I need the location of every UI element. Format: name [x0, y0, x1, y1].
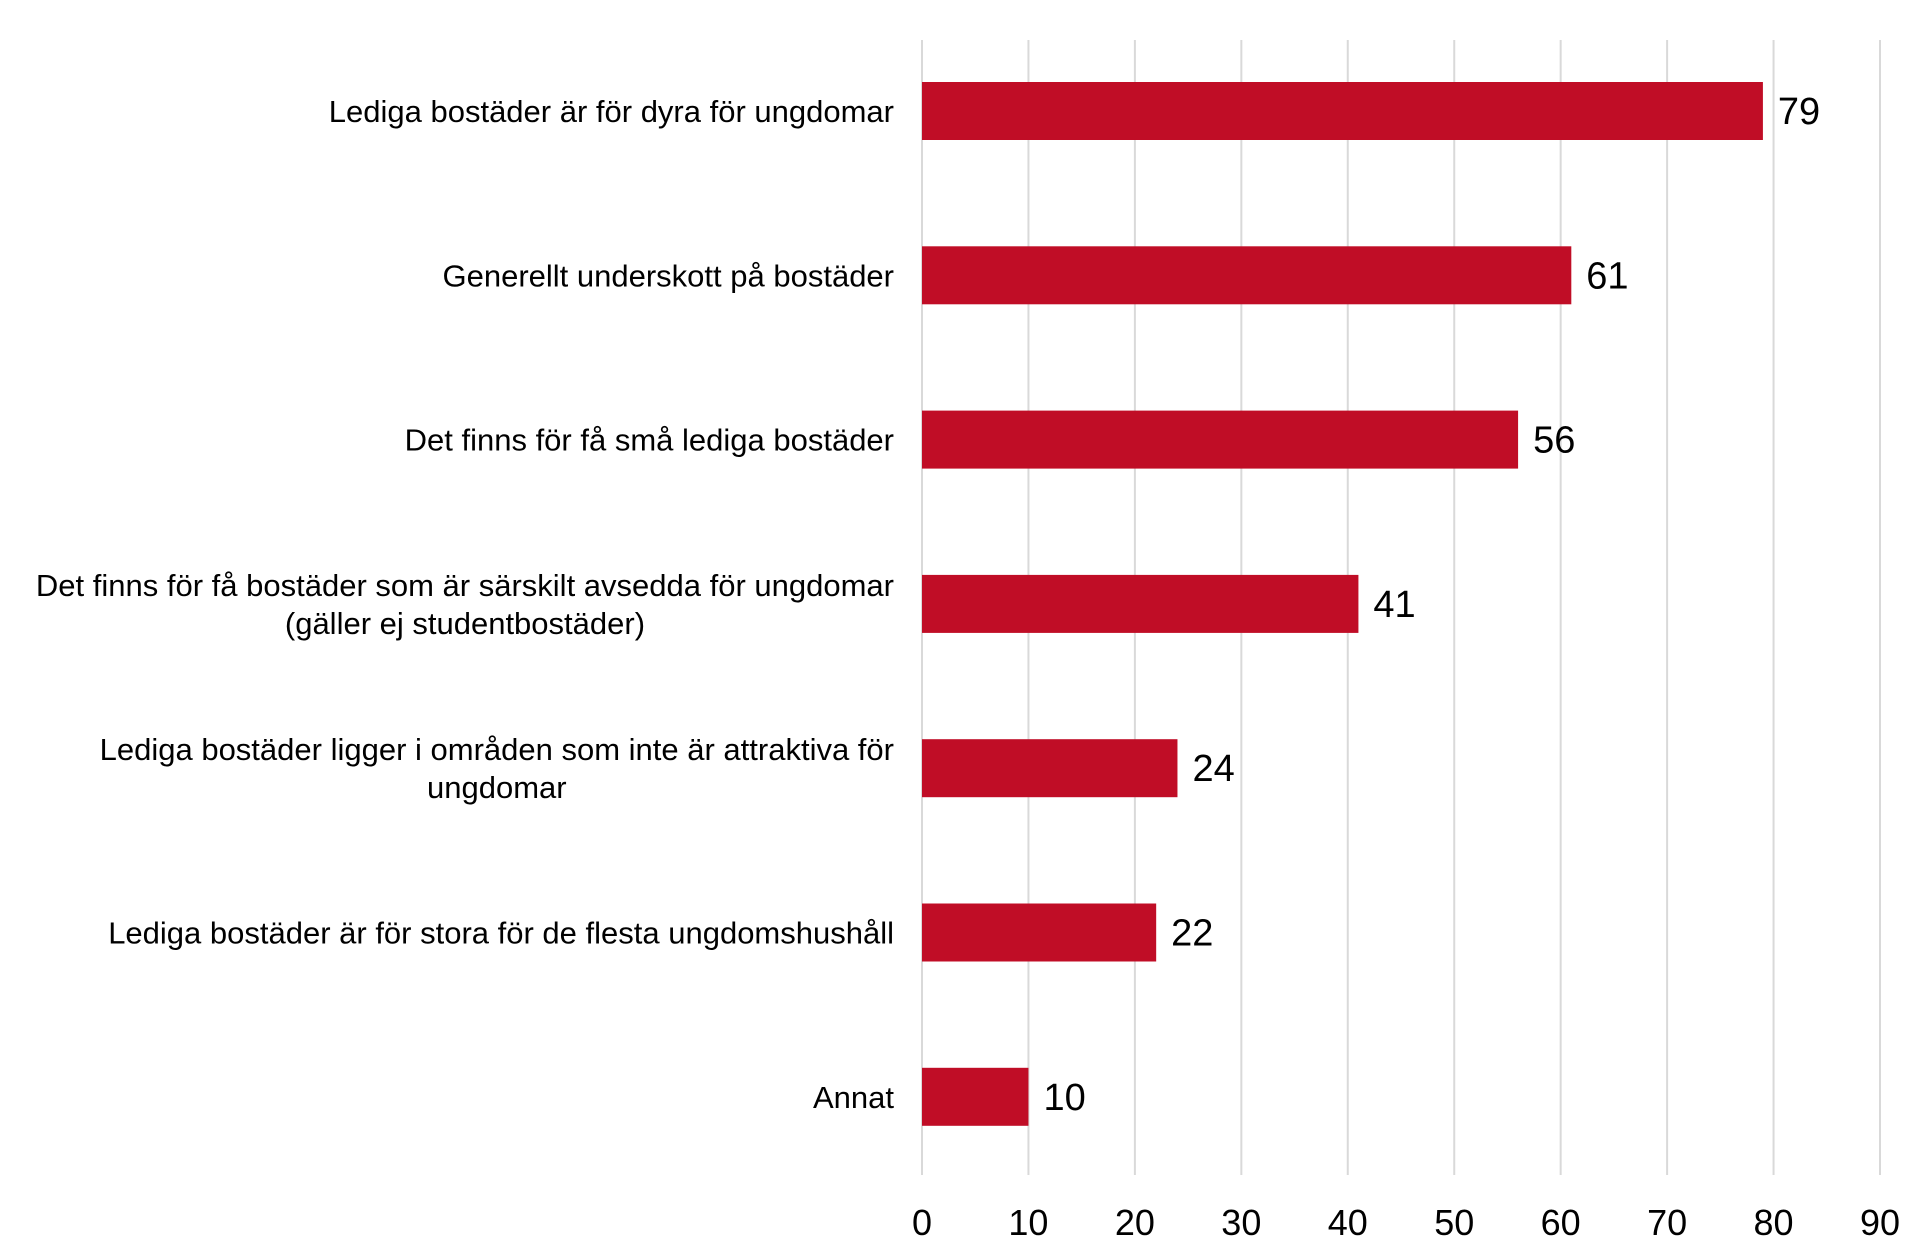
- value-label: 56: [1533, 420, 1575, 462]
- category-label: Det finns för få små lediga bostäder: [405, 423, 894, 458]
- bars: [922, 82, 1763, 1126]
- x-tick-label: 10: [1008, 1202, 1048, 1243]
- value-label: 10: [1043, 1077, 1085, 1119]
- bar: [922, 410, 1519, 469]
- value-label: 79: [1778, 91, 1820, 133]
- x-tick-labels: 0 10 20 30 40 50 60 70 80 90: [912, 1202, 1900, 1243]
- x-tick-label: 20: [1115, 1202, 1155, 1243]
- value-label: 61: [1586, 255, 1628, 297]
- category-label: Annat: [813, 1080, 894, 1115]
- bar: [922, 574, 1359, 633]
- x-tick-label: 90: [1860, 1202, 1900, 1243]
- bar: [922, 82, 1763, 140]
- value-label: 24: [1192, 748, 1234, 790]
- x-tick-label: 30: [1221, 1202, 1261, 1243]
- x-tick-label: 60: [1541, 1202, 1581, 1243]
- x-tick-label: 50: [1434, 1202, 1474, 1243]
- value-label: 22: [1171, 913, 1213, 955]
- category-labels: Lediga bostäder är för dyra för ungdomar…: [36, 94, 894, 1115]
- category-label: ungdomar: [427, 770, 567, 805]
- x-tick-label: 80: [1754, 1202, 1794, 1243]
- category-label: Det finns för få bostäder som är särskil…: [36, 568, 894, 603]
- bar: [922, 739, 1178, 798]
- x-tick-label: 40: [1328, 1202, 1368, 1243]
- x-tick-label: 70: [1647, 1202, 1687, 1243]
- category-label: Lediga bostäder är för stora för de fles…: [108, 916, 894, 951]
- category-label: Lediga bostäder är för dyra för ungdomar: [329, 94, 894, 129]
- category-label: Generellt underskott på bostäder: [443, 258, 895, 293]
- bar: [922, 1067, 1029, 1126]
- bar: [922, 903, 1157, 962]
- x-tick-label: 0: [912, 1202, 932, 1243]
- category-label: (gäller ej studentbostäder): [285, 606, 645, 641]
- bar: [922, 246, 1572, 305]
- category-label: Lediga bostäder ligger i områden som int…: [100, 732, 894, 767]
- value-label: 41: [1373, 584, 1415, 626]
- value-labels: 79 61 56 41 24 22 10: [1043, 91, 1820, 1119]
